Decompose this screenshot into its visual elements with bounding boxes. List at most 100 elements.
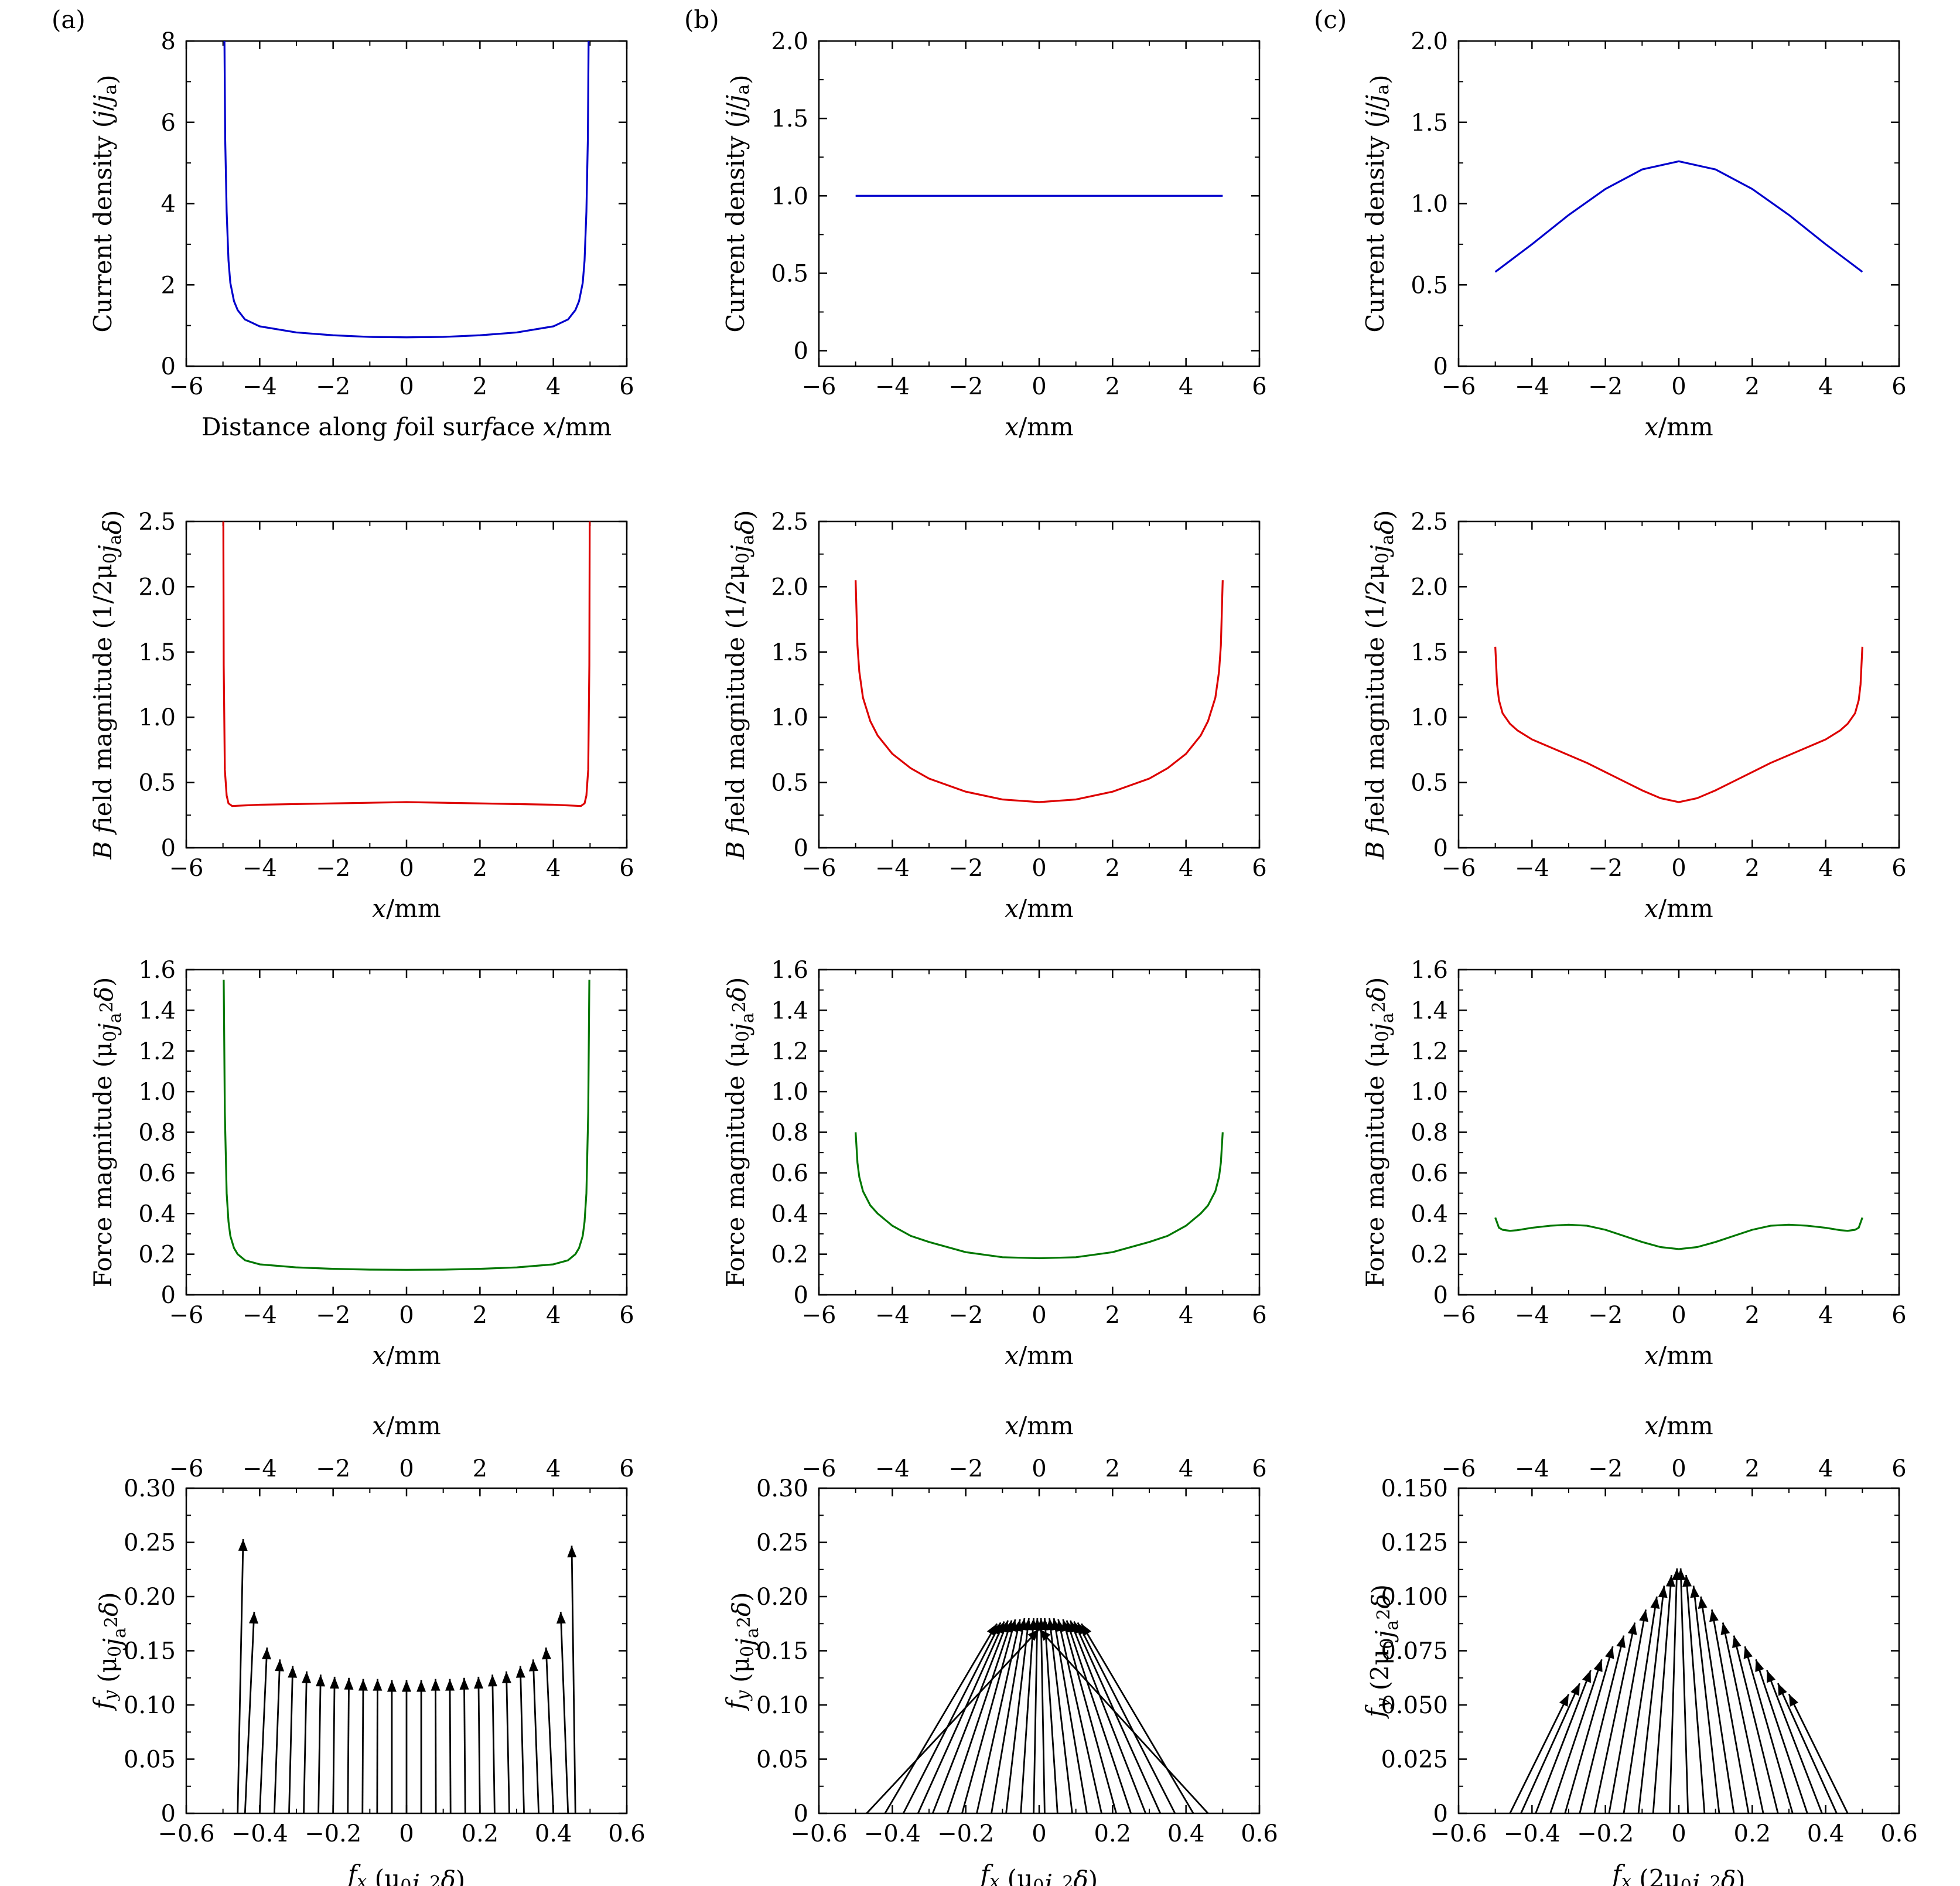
arrow-head [302, 1671, 312, 1683]
arrow-head [373, 1679, 383, 1691]
force-arrow [1692, 1585, 1720, 1814]
force-arrow [1700, 1596, 1735, 1814]
y-tick-label: 2.0 [771, 574, 808, 601]
force-arrow [491, 1674, 496, 1814]
arrow-head [1593, 1659, 1603, 1672]
y-tick-label: 1.5 [771, 639, 808, 666]
top-x-tick-label: 0 [399, 1455, 414, 1482]
x-tick-label: −0.2 [1577, 1820, 1634, 1847]
x-tick-label: 0 [399, 1302, 414, 1329]
arrow-head [501, 1671, 511, 1683]
y-tick-label: 2 [161, 272, 176, 299]
arrow-head [249, 1611, 259, 1624]
x-tick-label: 0.6 [1241, 1820, 1278, 1847]
arrow-head [1582, 1670, 1591, 1683]
arrow-head [1743, 1646, 1753, 1659]
arrow-head [431, 1679, 441, 1691]
series-line [1494, 646, 1863, 803]
top-x-tick-label: −4 [243, 1455, 277, 1482]
x-tick-label: 4 [546, 373, 561, 400]
force-arrow [917, 1621, 1005, 1814]
series-line [1494, 1217, 1863, 1250]
arrow-head [1639, 1609, 1648, 1622]
y-tick-label: 0 [161, 1282, 176, 1309]
x-tick-label: −6 [802, 373, 836, 400]
x-tick-label: 6 [619, 1302, 634, 1329]
plot-frame [818, 40, 1261, 367]
arrow-head [542, 1647, 552, 1660]
chart-c2: −6 −4 −2 0 2 4 6 0 0.5 1.0 1.5 2.0 2.5 x/mm B field ma… [1361, 509, 1907, 923]
arrow-head [288, 1666, 298, 1678]
arrow-head [1650, 1597, 1660, 1609]
y-tick-label: 0.4 [1411, 1201, 1448, 1227]
top-x-tick-label: −2 [948, 1455, 983, 1482]
y-tick-label: 1.5 [771, 105, 808, 132]
y-tick-label: 1.6 [138, 957, 176, 984]
arrow-head [1789, 1694, 1799, 1707]
arrow-head [316, 1674, 326, 1687]
x-tick-label: −6 [169, 373, 204, 400]
force-arrow [1637, 1585, 1665, 1814]
y-tick-label: 2.5 [1411, 509, 1448, 536]
force-arrow [1755, 1659, 1808, 1814]
y-tick-label: 2.0 [771, 28, 808, 55]
x-tick-label: 0.2 [1734, 1820, 1771, 1847]
top-x-tick-label: −2 [1588, 1455, 1623, 1482]
arrow-head [1605, 1646, 1614, 1659]
x-tick-label: −6 [1442, 1302, 1476, 1329]
x-tick-label: −4 [875, 373, 910, 400]
x-tick-label: −0.4 [1504, 1820, 1561, 1847]
arrow-head [991, 1622, 1001, 1635]
y-tick-label: 0.30 [756, 1475, 808, 1502]
y-tick-label: 0.125 [1381, 1530, 1448, 1557]
x-tick-label: 6 [1252, 855, 1266, 882]
y-tick-label: 1.5 [138, 639, 176, 666]
top-x-tick-label: 2 [1745, 1455, 1760, 1482]
x-axis-label: fx (μ0ja2δ) [979, 1860, 1098, 1886]
arrow-head [556, 1611, 566, 1624]
y-tick-label: 1.0 [771, 1079, 808, 1106]
x-axis-label: x/mm [1644, 1341, 1713, 1370]
force-arrow [463, 1677, 466, 1814]
arrow-head [1732, 1635, 1742, 1648]
arrow-head [445, 1679, 455, 1691]
y-tick-label: 2.0 [138, 574, 176, 601]
x-tick-label: −0.6 [158, 1820, 214, 1847]
force-arrow [376, 1679, 378, 1814]
x-tick-label: 0.6 [1880, 1820, 1918, 1847]
arrow-head [275, 1659, 285, 1672]
x-tick-label: −2 [316, 855, 350, 882]
plot-frame [185, 968, 628, 1296]
arrow-head [261, 1647, 271, 1660]
x-tick-label: 0 [1671, 1820, 1686, 1847]
y-tick-label: 1.4 [138, 997, 176, 1024]
force-arrow [1069, 1620, 1147, 1814]
arrow-head [1665, 1575, 1675, 1587]
y-tick-label: 6 [161, 110, 176, 137]
arrow-head [1698, 1597, 1708, 1609]
arrow-head [416, 1680, 426, 1692]
arrow-head [1627, 1622, 1637, 1635]
x-axis-label: x/mm [1644, 412, 1713, 441]
x-tick-label: 4 [1818, 855, 1833, 882]
series-line [855, 1132, 1224, 1260]
x-tick-label: −4 [875, 1302, 910, 1329]
series-line [223, 980, 590, 1271]
force-arrow [532, 1659, 539, 1814]
force-arrow [1033, 1618, 1039, 1814]
x-tick-label: 2 [1745, 1302, 1760, 1329]
force-arrow [1520, 1683, 1581, 1814]
force-arrow [1788, 1693, 1849, 1814]
force-arrow [1049, 1618, 1073, 1814]
y-tick-label: 0.15 [756, 1638, 808, 1665]
y-tick-label: 0.25 [756, 1530, 808, 1557]
force-arrow [1535, 1670, 1592, 1814]
force-arrow [866, 1628, 1040, 1814]
force-arrow [1766, 1670, 1823, 1814]
y-tick-label: 2.5 [771, 509, 808, 536]
y-tick-label: 0.025 [1381, 1747, 1448, 1774]
force-arrow [1062, 1619, 1117, 1814]
x-tick-label: 0 [1032, 855, 1046, 882]
x-axis-label: x/mm [1005, 894, 1074, 923]
x-tick-label: −2 [948, 1302, 983, 1329]
